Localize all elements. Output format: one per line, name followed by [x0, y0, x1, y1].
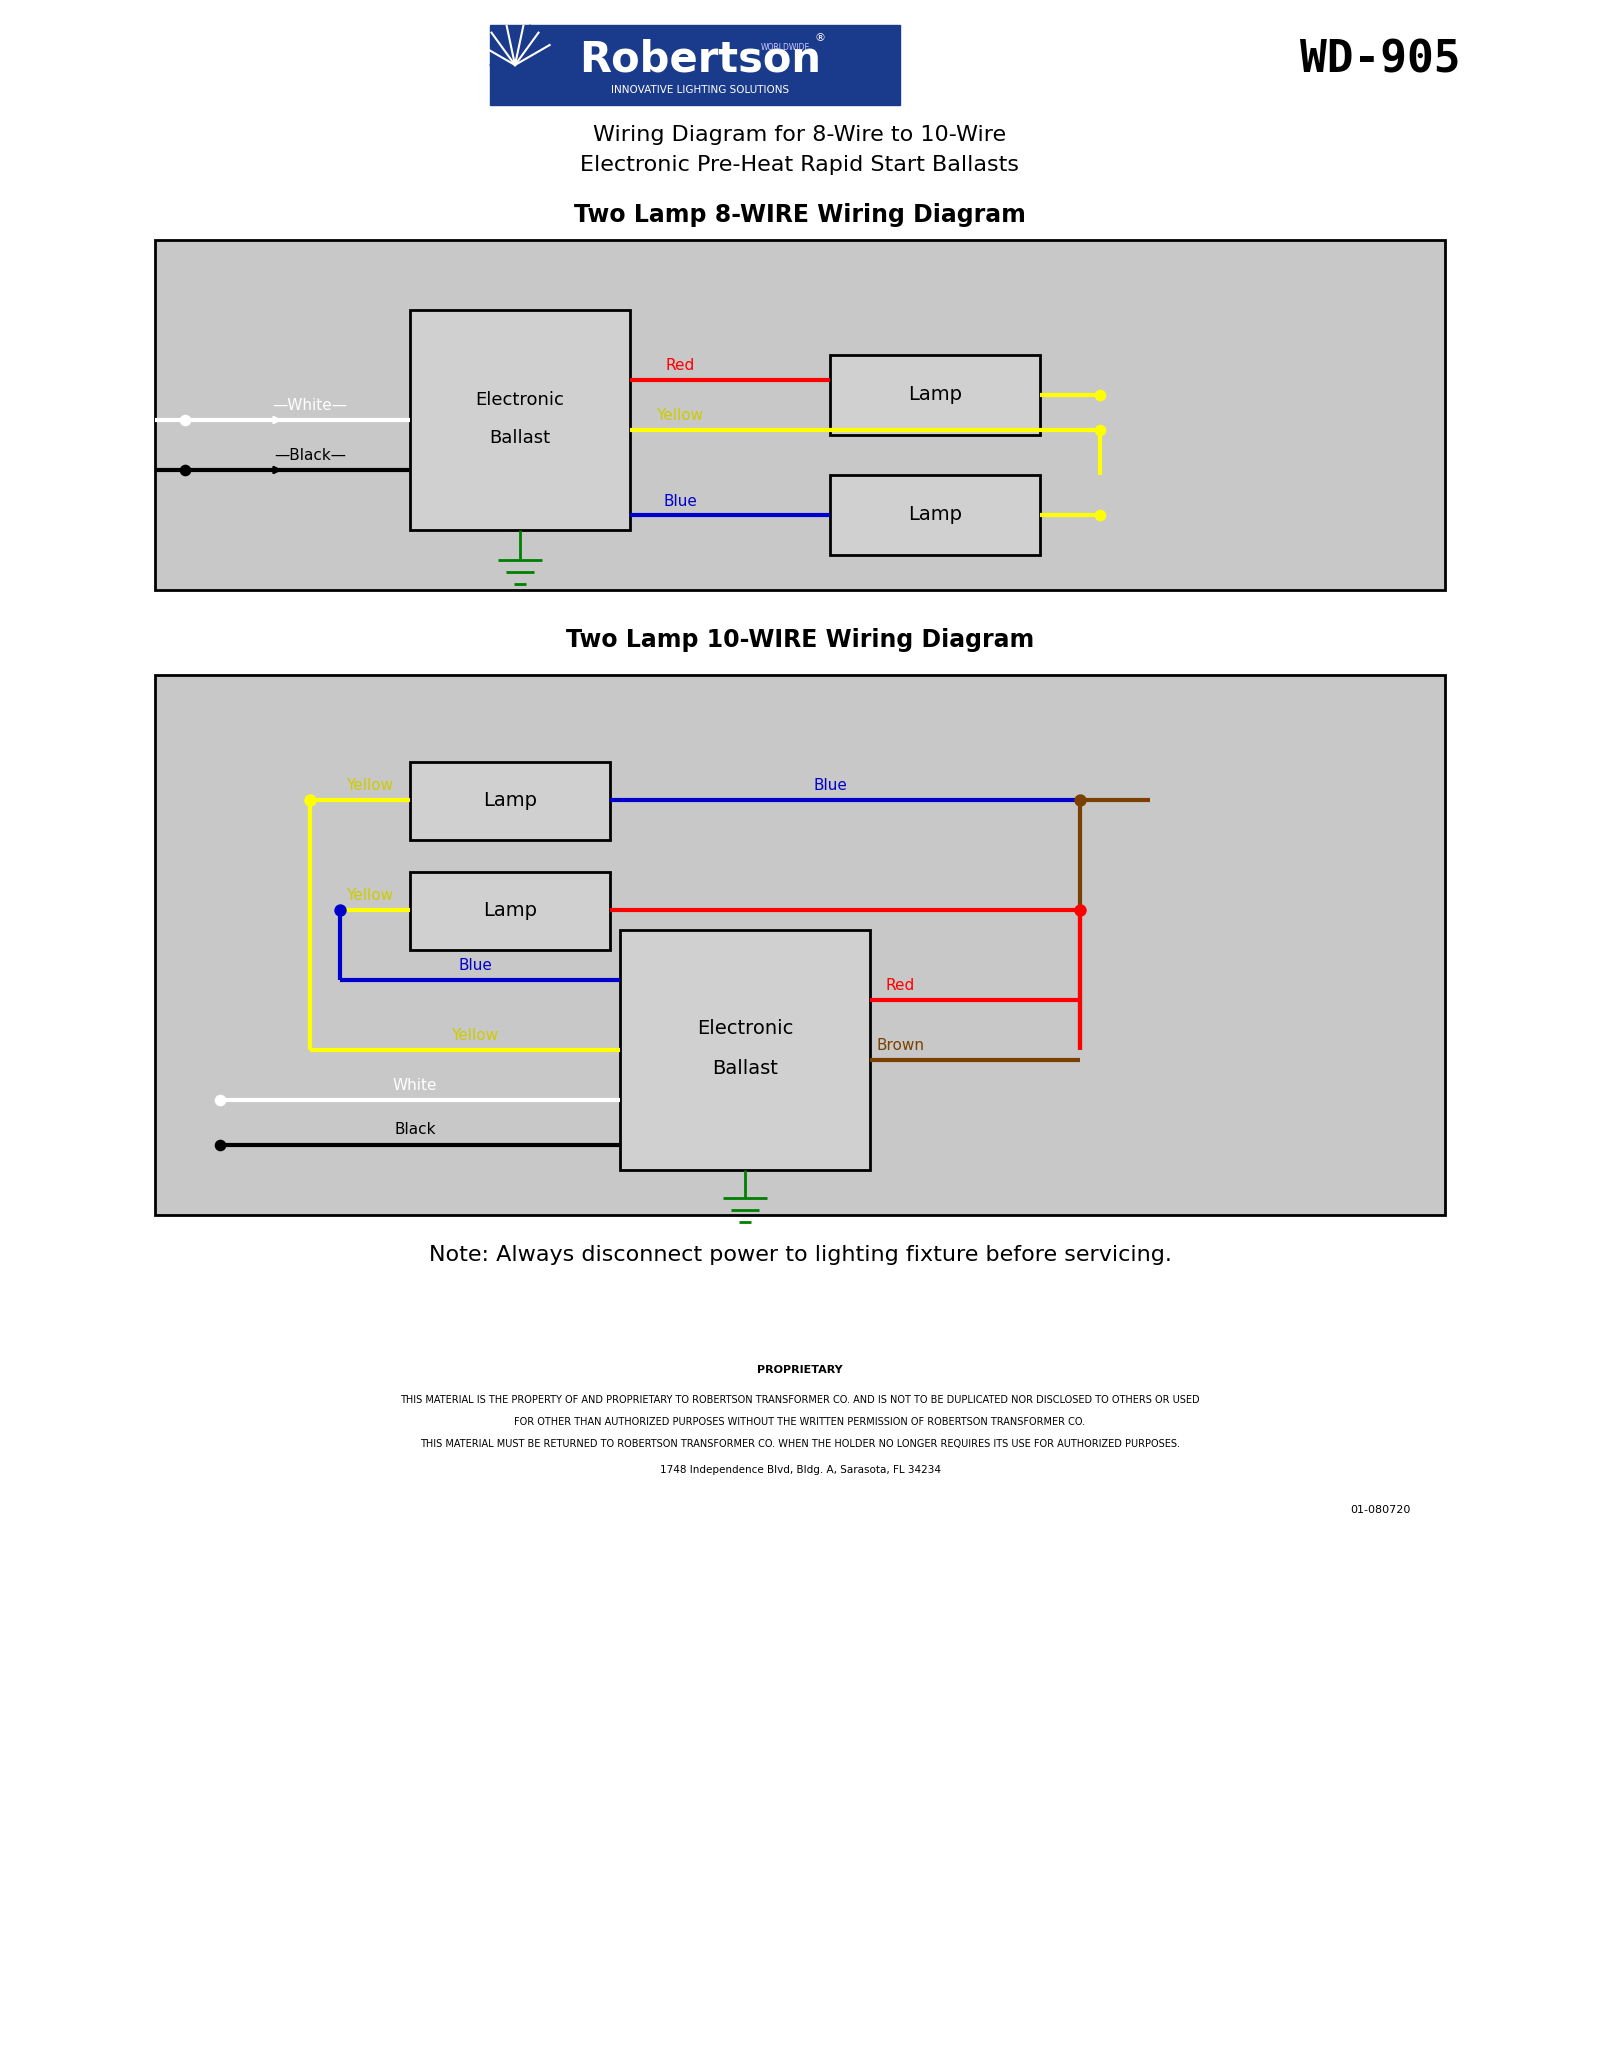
Text: Two Lamp 10-WIRE Wiring Diagram: Two Lamp 10-WIRE Wiring Diagram [566, 627, 1034, 652]
Text: Red: Red [666, 358, 694, 373]
Text: FOR OTHER THAN AUTHORIZED PURPOSES WITHOUT THE WRITTEN PERMISSION OF ROBERTSON T: FOR OTHER THAN AUTHORIZED PURPOSES WITHO… [515, 1418, 1085, 1426]
Text: THIS MATERIAL MUST BE RETURNED TO ROBERTSON TRANSFORMER CO. WHEN THE HOLDER NO L: THIS MATERIAL MUST BE RETURNED TO ROBERT… [419, 1439, 1181, 1449]
Text: Two Lamp 8-WIRE Wiring Diagram: Two Lamp 8-WIRE Wiring Diagram [574, 203, 1026, 228]
Text: 1748 Independence Blvd, Bldg. A, Sarasota, FL 34234: 1748 Independence Blvd, Bldg. A, Sarasot… [659, 1466, 941, 1476]
Text: Lamp: Lamp [909, 385, 962, 404]
Bar [155, 240, 1445, 590]
Text: —Black—: —Black— [274, 447, 346, 462]
Text: Ballast: Ballast [712, 1058, 778, 1078]
Text: 01-080720: 01-080720 [1350, 1505, 1410, 1515]
Point [1088, 414, 1114, 447]
Text: Blue: Blue [813, 778, 846, 793]
Bar [410, 871, 610, 950]
Text: White: White [392, 1078, 437, 1093]
Text: WORLDWIDE: WORLDWIDE [760, 43, 810, 52]
Point [1088, 379, 1114, 412]
Text: Electronic Pre-Heat Rapid Start Ballasts: Electronic Pre-Heat Rapid Start Ballasts [581, 155, 1019, 176]
Text: Wiring Diagram for 8-Wire to 10-Wire: Wiring Diagram for 8-Wire to 10-Wire [594, 124, 1006, 145]
Text: THIS MATERIAL IS THE PROPERTY OF AND PROPRIETARY TO ROBERTSON TRANSFORMER CO. AN: THIS MATERIAL IS THE PROPERTY OF AND PRO… [400, 1395, 1200, 1406]
Text: Blue: Blue [458, 958, 491, 973]
Text: Lamp: Lamp [909, 505, 962, 524]
Bar [490, 25, 899, 106]
Bar [830, 354, 1040, 435]
Text: Lamp: Lamp [483, 903, 538, 921]
Text: Yellow: Yellow [451, 1027, 499, 1043]
Text: WD-905: WD-905 [1299, 39, 1461, 81]
Point [1088, 499, 1114, 532]
Bar [410, 762, 610, 840]
Text: PROPRIETARY: PROPRIETARY [757, 1364, 843, 1374]
Text: Yellow: Yellow [347, 778, 394, 793]
Text: Brown: Brown [877, 1037, 925, 1052]
Text: Yellow: Yellow [656, 408, 704, 424]
Text: INNOVATIVE LIGHTING SOLUTIONS: INNOVATIVE LIGHTING SOLUTIONS [611, 85, 789, 95]
Text: Ballast: Ballast [490, 428, 550, 447]
Text: Blue: Blue [662, 493, 698, 509]
Text: Lamp: Lamp [483, 791, 538, 811]
Bar [830, 474, 1040, 555]
Text: Black: Black [394, 1122, 435, 1138]
Bar [410, 310, 630, 530]
Point [208, 1083, 234, 1116]
Polygon shape [490, 25, 560, 106]
Point [173, 404, 198, 437]
Text: —White—: —White— [272, 397, 347, 412]
Point [1067, 894, 1093, 927]
Text: Note: Always disconnect power to lighting fixture before servicing.: Note: Always disconnect power to lightin… [429, 1244, 1171, 1265]
Point [208, 1128, 234, 1161]
Point [173, 453, 198, 486]
Text: ®: ® [814, 33, 826, 43]
Point [326, 894, 352, 927]
Text: Electronic: Electronic [475, 391, 565, 410]
Point [1067, 782, 1093, 816]
Bar [155, 675, 1445, 1215]
Point [298, 782, 323, 816]
Text: Yellow: Yellow [347, 888, 394, 903]
Text: Electronic: Electronic [698, 1018, 794, 1037]
Text: Red: Red [885, 977, 915, 992]
Text: Robertson: Robertson [579, 39, 821, 81]
Bar [621, 929, 870, 1170]
